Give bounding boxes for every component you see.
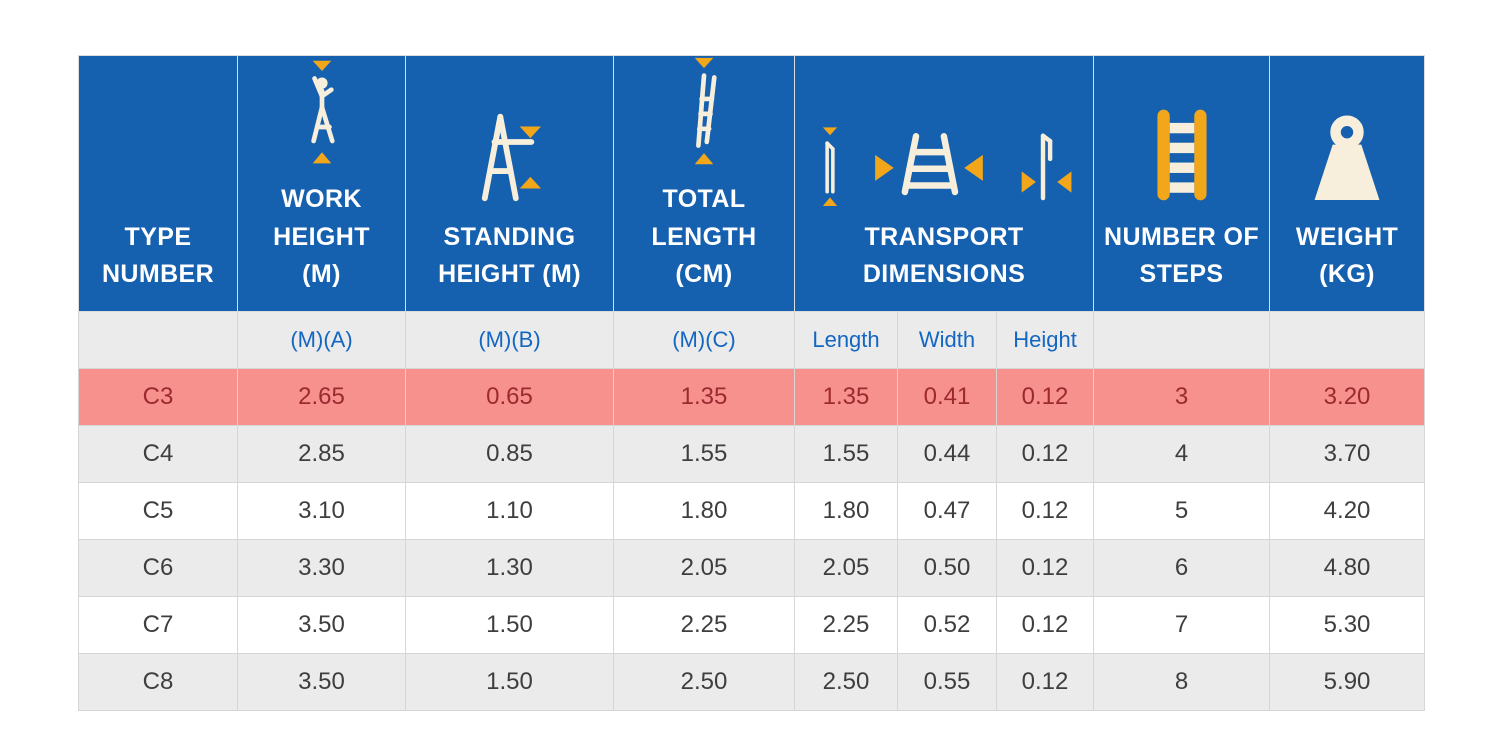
cell-transport-height: 0.12	[995, 538, 1095, 597]
cell-transport-height: 0.12	[995, 367, 1095, 426]
standing-height-icon	[481, 113, 541, 201]
col-header-weight: WEIGHT (KG)	[1269, 55, 1426, 312]
weight-icon	[1314, 115, 1380, 200]
cell-transport-length: 1.80	[794, 481, 898, 540]
cell-transport-width: 0.50	[897, 538, 997, 597]
cell-steps: 3	[1093, 367, 1271, 426]
ladder-spec-table: TYPE NUMBER	[78, 55, 1426, 711]
cell-standing-height: 0.85	[405, 424, 614, 483]
subheader-empty	[78, 310, 238, 369]
transport-length-icon	[822, 126, 838, 206]
cell-transport-height: 0.12	[995, 481, 1095, 540]
cell-type-number: C7	[78, 595, 238, 654]
cell-work-height: 2.85	[237, 424, 406, 483]
cell-steps: 5	[1093, 481, 1271, 540]
cell-standing-height: 0.65	[405, 367, 614, 426]
cell-transport-width: 0.41	[897, 367, 997, 426]
cell-transport-height: 0.12	[995, 424, 1095, 483]
cell-work-height: 2.65	[237, 367, 406, 426]
cell-transport-height: 0.12	[995, 595, 1095, 654]
cell-total-length: 2.25	[613, 595, 795, 654]
cell-transport-length: 2.05	[794, 538, 898, 597]
cell-steps: 8	[1093, 652, 1271, 711]
cell-type-number: C5	[78, 481, 238, 540]
cell-work-height: 3.10	[237, 481, 406, 540]
col-header-label: NUMBER OF STEPS	[1104, 222, 1260, 289]
table-row: C3 2.65 0.65 1.35 1.35 0.41 0.12 3 3.20	[78, 367, 1426, 426]
col-header-type-number: TYPE NUMBER	[78, 55, 238, 312]
subheader-row: (M)(A) (M)(B) (M)(C) Length Width Height	[78, 310, 1426, 369]
cell-weight: 5.30	[1269, 595, 1426, 654]
cell-weight: 5.90	[1269, 652, 1426, 711]
subheader-transport-width: Width	[897, 310, 997, 369]
cell-transport-width: 0.44	[897, 424, 997, 483]
total-length-icon	[694, 57, 717, 165]
col-header-transport-dimensions: TRANSPORT DIMENSIONS	[793, 55, 1095, 312]
cell-steps: 6	[1093, 538, 1271, 597]
cell-transport-length: 1.35	[794, 367, 898, 426]
subheader-empty	[1269, 310, 1426, 369]
cell-transport-height: 0.12	[995, 652, 1095, 711]
cell-standing-height: 1.30	[405, 538, 614, 597]
cell-transport-length: 2.50	[794, 652, 898, 711]
subheader-transport-height: Height	[995, 310, 1095, 369]
cell-total-length: 1.35	[613, 367, 795, 426]
cell-work-height: 3.30	[237, 538, 406, 597]
cell-transport-width: 0.47	[897, 481, 997, 540]
ladder-steps-icon	[1156, 109, 1207, 200]
table-row: C8 3.50 1.50 2.50 2.50 0.55 0.12 8 5.90	[78, 652, 1426, 711]
cell-total-length: 1.55	[613, 424, 795, 483]
col-header-standing-height: STANDING HEIGHT (M)	[405, 55, 614, 312]
subheader-standing-height: (M)(B)	[405, 310, 614, 369]
subheader-transport-length: Length	[794, 310, 898, 369]
col-header-label: WORK HEIGHT (M)	[273, 185, 370, 288]
col-header-label: WEIGHT (KG)	[1295, 222, 1399, 289]
cell-total-length: 2.05	[613, 538, 795, 597]
cell-weight: 4.80	[1269, 538, 1426, 597]
cell-steps: 4	[1093, 424, 1271, 483]
subheader-empty	[1093, 310, 1271, 369]
cell-type-number: C6	[78, 538, 238, 597]
table-row: C6 3.30 1.30 2.05 2.05 0.50 0.12 6 4.80	[78, 538, 1426, 597]
table-row: C4 2.85 0.85 1.55 1.55 0.44 0.12 4 3.70	[78, 424, 1426, 483]
cell-standing-height: 1.50	[405, 595, 614, 654]
subheader-work-height: (M)(A)	[237, 310, 406, 369]
col-header-number-of-steps: NUMBER OF STEPS	[1093, 55, 1271, 312]
table-row: C5 3.10 1.10 1.80 1.80 0.47 0.12 5 4.20	[78, 481, 1426, 540]
cell-transport-width: 0.55	[897, 652, 997, 711]
cell-type-number: C4	[78, 424, 238, 483]
col-header-total-length: TOTAL LENGTH (CM)	[613, 55, 795, 312]
col-header-label: TYPE NUMBER	[101, 222, 215, 289]
cell-transport-length: 2.25	[794, 595, 898, 654]
cell-standing-height: 1.10	[405, 481, 614, 540]
cell-work-height: 3.50	[237, 595, 406, 654]
cell-work-height: 3.50	[237, 652, 406, 711]
transport-height-icon	[1021, 133, 1072, 200]
cell-transport-length: 1.55	[794, 424, 898, 483]
col-header-work-height: WORK HEIGHT (M)	[237, 55, 406, 312]
cell-weight: 3.20	[1269, 367, 1426, 426]
col-header-label: TRANSPORT DIMENSIONS	[862, 222, 1026, 289]
cell-weight: 4.20	[1269, 481, 1426, 540]
cell-weight: 3.70	[1269, 424, 1426, 483]
col-header-label: STANDING HEIGHT (M)	[438, 222, 581, 289]
cell-total-length: 1.80	[613, 481, 795, 540]
cell-transport-width: 0.52	[897, 595, 997, 654]
transport-width-icon	[875, 132, 983, 195]
cell-total-length: 2.50	[613, 652, 795, 711]
table-row: C7 3.50 1.50 2.25 2.25 0.52 0.12 7 5.30	[78, 595, 1426, 654]
col-header-label: TOTAL LENGTH (CM)	[651, 185, 757, 288]
subheader-total-length: (M)(C)	[613, 310, 795, 369]
cell-standing-height: 1.50	[405, 652, 614, 711]
header-row: TYPE NUMBER	[78, 55, 1426, 312]
cell-steps: 7	[1093, 595, 1271, 654]
cell-type-number: C8	[78, 652, 238, 711]
work-height-icon	[310, 60, 335, 164]
cell-type-number: C3	[78, 367, 238, 426]
